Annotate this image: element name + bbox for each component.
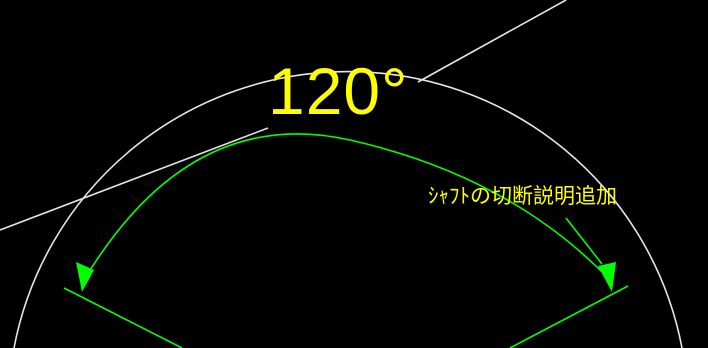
shaft-cut-annotation[interactable]: ｼｬﾌﾄの切断説明追加 [428, 184, 617, 208]
dimension-arrow-right [598, 262, 616, 292]
annotation-leader[interactable] [565, 217, 603, 265]
construction-line-left[interactable] [0, 127, 269, 231]
dimension-arrow-left [76, 262, 94, 292]
extension-line-left[interactable] [63, 287, 183, 348]
extension-line-right[interactable] [509, 285, 629, 348]
outer-circle[interactable] [13, 70, 683, 348]
leader-line-right[interactable] [417, 0, 567, 83]
dimension-arc[interactable] [83, 133, 611, 281]
angle-dimension-text[interactable]: 120° [268, 54, 409, 128]
